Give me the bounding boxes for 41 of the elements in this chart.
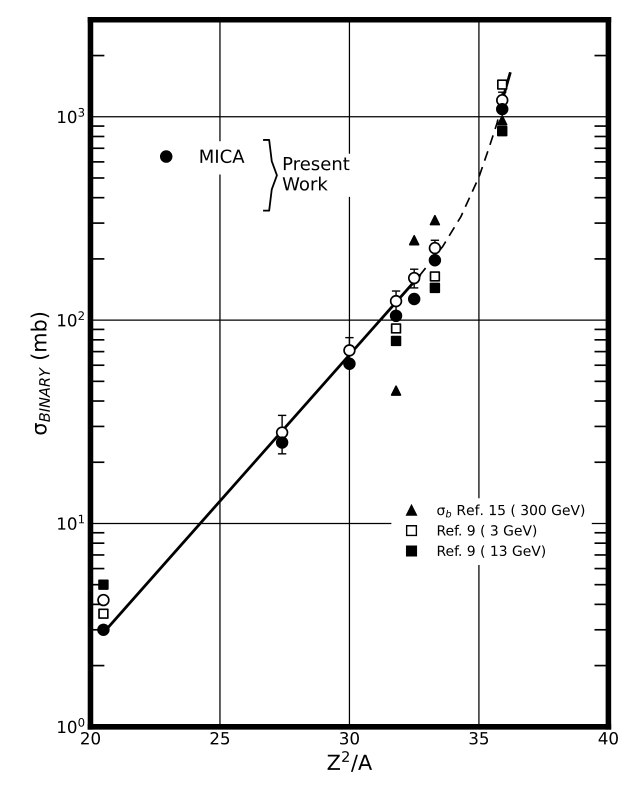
point (497, 126, 508, 136)
y-tick-label: 10$^{2}$ (58, 311, 84, 327)
point (343, 344, 356, 357)
point (408, 235, 420, 246)
point (408, 272, 420, 284)
point (390, 385, 402, 396)
legend-label: MICA (200, 149, 244, 164)
point (430, 271, 440, 282)
point (430, 282, 440, 294)
point (497, 79, 508, 90)
legend-label: σ$_{b}$ Ref. 15 ( 300 GeV) (437, 504, 584, 518)
point (98, 608, 109, 619)
point (343, 358, 356, 370)
point (97, 594, 110, 606)
point (428, 242, 442, 254)
x-axis-title: Z$^{2}$/A (328, 751, 372, 772)
point (497, 115, 508, 126)
x-tick-label: 40 (598, 732, 618, 745)
point (390, 294, 402, 308)
point (390, 336, 402, 346)
point (98, 579, 109, 590)
y-tick-label: 10$^{1}$ (58, 514, 84, 530)
x-tick-label: 35 (470, 732, 488, 745)
point (276, 436, 288, 449)
annotation: Present Work (282, 157, 350, 191)
point (430, 214, 440, 226)
point (97, 624, 110, 636)
x-tick-label: 30 (340, 732, 359, 745)
y-axis-title: σ$_{BINARY}$ (mb) (30, 312, 50, 435)
y-tick-label: 10$^{0}$ (58, 718, 84, 734)
point (390, 310, 402, 322)
point (408, 292, 420, 306)
legend-label: Ref. 9 ( 13 GeV) (438, 545, 546, 558)
legend-label: Ref. 9 ( 3 GeV) (438, 524, 536, 538)
x-tick-label: 20 (81, 732, 100, 745)
x-tick-label: 25 (210, 732, 230, 745)
point (390, 323, 402, 334)
point (276, 426, 288, 439)
point (428, 254, 442, 266)
y-tick-label: 10$^{3}$ (58, 108, 84, 124)
point (496, 102, 508, 116)
